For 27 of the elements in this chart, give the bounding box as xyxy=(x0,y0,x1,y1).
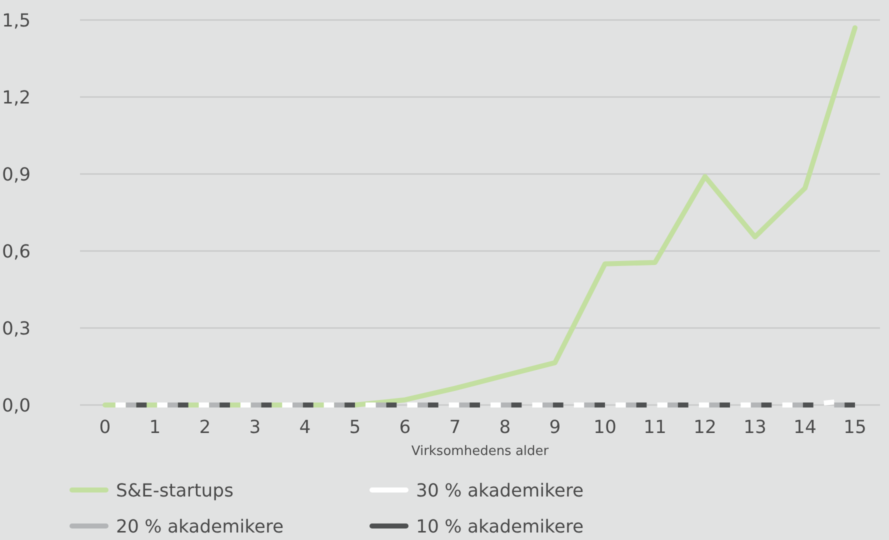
x-tick-label: 9 xyxy=(549,417,561,438)
x-tick-label: 0 xyxy=(99,417,111,438)
legend-label: S&E-startups xyxy=(116,480,234,502)
x-tick-label: 7 xyxy=(449,417,461,438)
y-tick-label: 0,9 xyxy=(2,164,31,186)
x-tick-label: 14 xyxy=(794,417,816,438)
legend-label: 20 % akademikere xyxy=(116,516,284,538)
x-tick-label: 11 xyxy=(644,417,666,438)
x-tick-label: 12 xyxy=(694,417,716,438)
y-tick-label: 0,6 xyxy=(2,241,31,262)
x-tick-label: 8 xyxy=(499,417,511,438)
y-tick-label: 0,0 xyxy=(2,395,31,416)
x-tick-label: 3 xyxy=(249,417,261,438)
y-tick-label: 1,2 xyxy=(2,87,31,108)
x-tick-label: 2 xyxy=(199,417,211,438)
x-axis-title: Virksomhedens alder xyxy=(411,444,550,459)
x-tick-label: 5 xyxy=(349,417,361,438)
y-tick-label: 1,5 xyxy=(2,10,31,32)
x-tick-label: 10 xyxy=(594,417,616,438)
x-tick-label: 4 xyxy=(299,417,311,438)
x-tick-label: 1 xyxy=(149,417,161,438)
x-tick-label: 13 xyxy=(744,417,766,438)
y-tick-label: 0,3 xyxy=(2,318,31,340)
legend-label: 30 % akademikere xyxy=(416,480,584,502)
legend-label: 10 % akademikere xyxy=(416,516,584,538)
x-tick-label: 15 xyxy=(844,417,866,438)
x-tick-label: 6 xyxy=(399,417,411,438)
